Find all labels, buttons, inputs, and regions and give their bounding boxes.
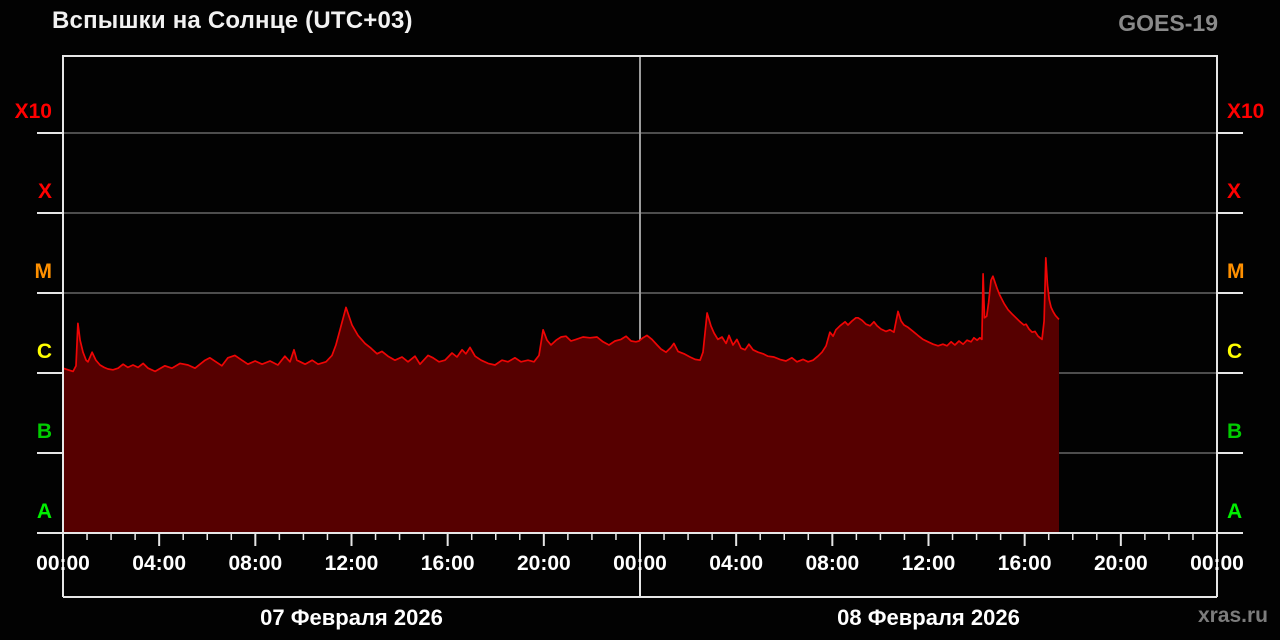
time-tick-label: 12:00: [325, 552, 379, 575]
y-class-label-right-A: A: [1227, 500, 1242, 523]
y-class-label-left-M: M: [35, 260, 53, 283]
date-label: 08 Февраля 2026: [837, 605, 1020, 630]
time-tick-label: 00:00: [1190, 552, 1244, 575]
time-tick-label: 20:00: [517, 552, 571, 575]
satellite-badge: GOES-19: [1118, 10, 1218, 36]
time-tick-label: 12:00: [902, 552, 956, 575]
y-class-label-right-B: B: [1227, 420, 1242, 443]
time-tick-label: 08:00: [805, 552, 859, 575]
y-class-label-left-A: A: [37, 500, 52, 523]
flux-area: [63, 257, 1059, 533]
flux-line: [62, 256, 1060, 373]
time-tick-label: 04:00: [709, 552, 763, 575]
y-class-label-left-X: X: [38, 180, 52, 203]
page-title: Вспышки на Солнце (UTC+03): [52, 7, 413, 34]
y-class-label-right-C: C: [1227, 340, 1242, 363]
time-tick-label: 08:00: [228, 552, 282, 575]
date-label: 07 Февраля 2026: [260, 605, 443, 630]
time-tick-label: 04:00: [132, 552, 186, 575]
time-tick-label: 16:00: [421, 552, 475, 575]
y-class-label-left-X10: X10: [15, 100, 52, 123]
time-tick-label: 00:00: [36, 552, 90, 575]
y-class-label-right-X10: X10: [1227, 100, 1264, 123]
watermark-text: xras.ru: [1197, 604, 1268, 627]
y-class-label-right-M: M: [1227, 260, 1245, 283]
time-tick-label: 00:00: [613, 552, 667, 575]
y-class-label-left-C: C: [37, 340, 52, 363]
y-class-label-left-B: B: [37, 420, 52, 443]
y-class-label-right-X: X: [1227, 180, 1241, 203]
time-tick-label: 16:00: [998, 552, 1052, 575]
time-tick-label: 20:00: [1094, 552, 1148, 575]
